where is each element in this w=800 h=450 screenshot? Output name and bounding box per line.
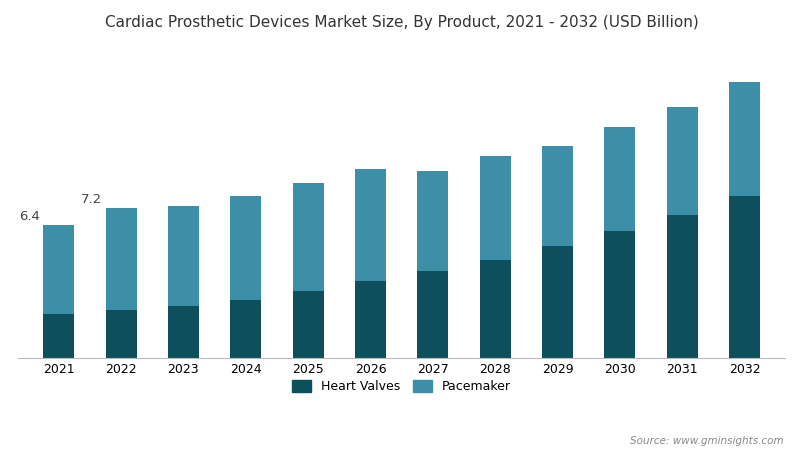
Bar	[604, 231, 635, 358]
Bar	[604, 127, 635, 231]
Bar	[230, 196, 262, 300]
Title: Cardiac Prosthetic Devices Market Size, By Product, 2021 - 2032 (USD Billion): Cardiac Prosthetic Devices Market Size, …	[105, 15, 698, 30]
Bar	[293, 184, 324, 291]
Bar	[418, 171, 448, 270]
Bar	[168, 206, 199, 306]
Bar	[106, 310, 137, 358]
Text: Source: www.gminsights.com: Source: www.gminsights.com	[630, 436, 784, 446]
Text: 6.4: 6.4	[19, 210, 40, 223]
Bar	[729, 196, 760, 358]
Bar	[479, 260, 510, 358]
Bar	[106, 208, 137, 310]
Bar	[666, 215, 698, 358]
Bar	[168, 306, 199, 358]
Bar	[666, 107, 698, 215]
Bar	[293, 291, 324, 358]
Bar	[542, 246, 573, 358]
Bar	[729, 82, 760, 196]
Bar	[355, 169, 386, 281]
Bar	[418, 270, 448, 358]
Bar	[230, 300, 262, 358]
Legend: Heart Valves, Pacemaker: Heart Valves, Pacemaker	[287, 375, 516, 398]
Bar	[355, 281, 386, 358]
Bar	[542, 146, 573, 246]
Bar	[43, 225, 74, 314]
Bar	[479, 157, 510, 260]
Text: 7.2: 7.2	[82, 193, 102, 206]
Bar	[43, 314, 74, 358]
